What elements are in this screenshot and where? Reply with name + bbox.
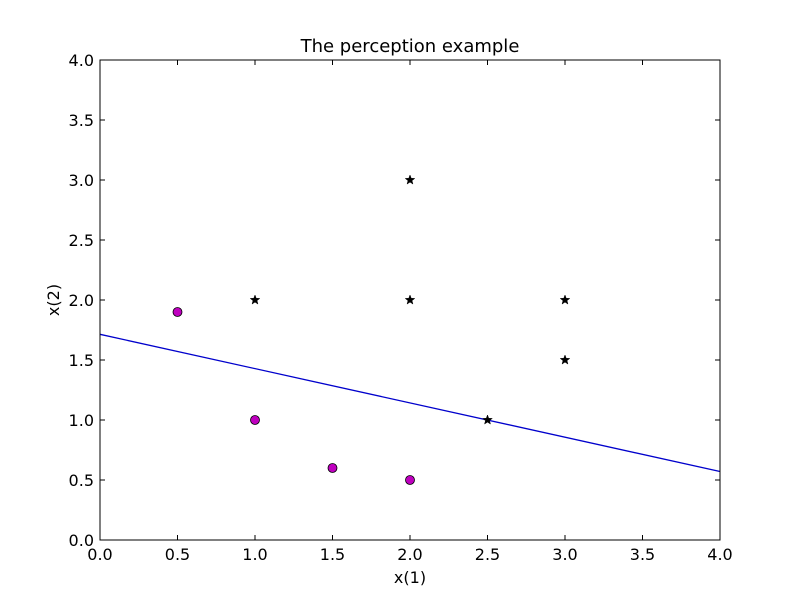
star-point (559, 354, 571, 365)
x-tick-label: 3.0 (552, 545, 577, 564)
circle-point (250, 415, 260, 425)
circle-point (327, 463, 338, 473)
x-tick-label: 0.5 (165, 545, 190, 564)
x-tick-label: 3.5 (630, 545, 655, 564)
x-axis-label: x(1) (394, 568, 426, 587)
plot-frame (99, 59, 721, 541)
y-tick-label: 0.0 (69, 531, 94, 550)
y-tick-label: 3.0 (69, 171, 94, 190)
x-tick-label: 1.0 (242, 545, 267, 564)
y-tick-label: 2.5 (69, 231, 94, 250)
x-tick-label: 2.5 (475, 545, 500, 564)
y-tick-label: 0.5 (69, 471, 94, 490)
y-tick-label: 1.0 (69, 411, 94, 430)
star-point (482, 414, 493, 425)
plot-area (99, 174, 721, 485)
y-tick-label: 1.5 (69, 351, 94, 370)
x-tick-label: 0.0 (87, 545, 112, 564)
star-point (404, 294, 416, 305)
y-tick-label: 4.0 (69, 51, 94, 70)
chart-title: The perception example (300, 36, 520, 57)
circle-point (405, 475, 415, 485)
y-tick-label: 2.0 (69, 291, 94, 310)
star-point (559, 294, 571, 305)
circle-point (172, 307, 183, 317)
tick-labels: 0.0 0.5 1.0 1.5 2.0 2.5 3.0 3.5 4.0 0.0 0.5 1.0 1.5 2… (69, 51, 733, 564)
y-tick-label: 3.5 (69, 111, 94, 130)
star-point (404, 174, 416, 185)
star-point (249, 294, 261, 305)
y-axis-label: x(2) (44, 284, 63, 316)
x-tick-label: 4.0 (707, 545, 732, 564)
x-tick-label: 2.0 (397, 545, 422, 564)
x-tick-label: 1.5 (320, 545, 345, 564)
separating-line (99, 333, 721, 473)
